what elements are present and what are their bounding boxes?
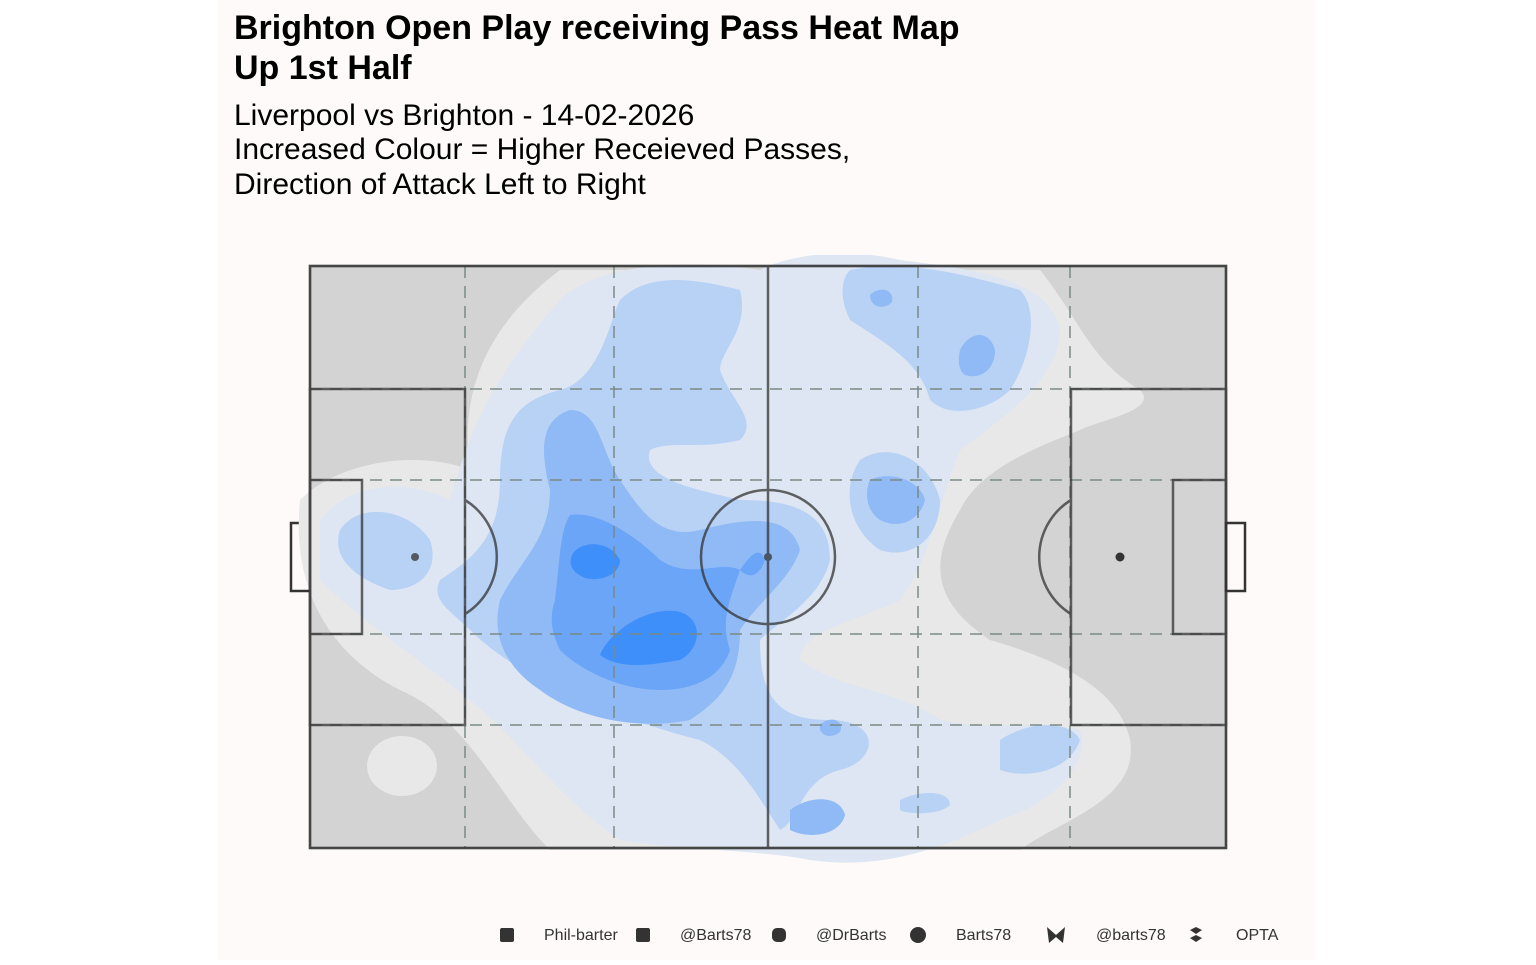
subtitle-line: Liverpool vs Brighton - 14-02-2026 [234,99,694,132]
x-icon [636,928,650,942]
penalty-spot [1115,552,1125,562]
footer: Phil-barter @Barts78 @DrBarts Barts78 @b… [500,927,1279,944]
credit: OPTA [1236,927,1279,944]
title-line: Up 1st Half [234,49,412,87]
heat-level [570,544,697,665]
penalty-arc [464,498,499,616]
bluesky-icon [1047,927,1065,943]
credit: @DrBarts [816,927,886,944]
pitch-border [308,264,1228,850]
mastodon-icon [772,928,786,942]
credit: @Barts78 [680,927,751,944]
title-line: Brighton Open Play receiving Pass Heat M… [234,9,960,47]
credit: Barts78 [956,927,1011,944]
dropbox-icon [1190,927,1202,942]
pitch-lines [308,264,1228,850]
subtitle-line: Increased Colour = Higher Receieved Pass… [234,133,850,166]
header: Brighton Open Play receiving Pass Heat M… [234,9,960,201]
center-spot [764,553,772,561]
subtitle-line: Direction of Attack Left to Right [234,168,647,201]
penalty-spot [411,553,419,561]
penalty-arc [1037,498,1072,616]
center-circle [699,488,837,626]
heat-level [367,736,437,796]
github-icon [910,927,926,943]
credit: @barts78 [1096,927,1166,944]
credit: Phil-barter [544,927,618,944]
linkedin-icon [500,928,514,942]
